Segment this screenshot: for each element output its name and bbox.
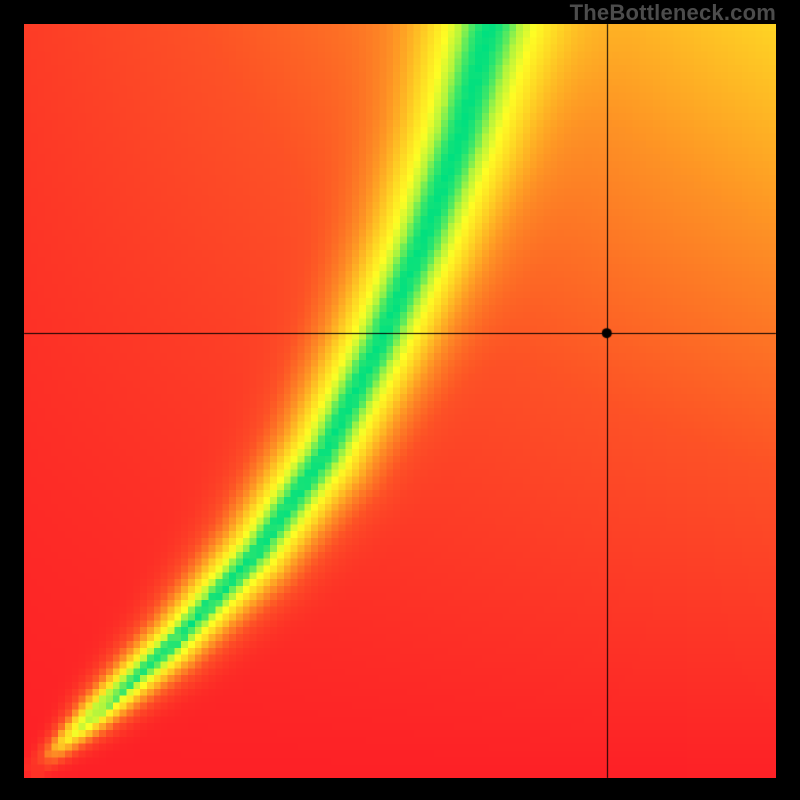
crosshair-overlay [0, 0, 800, 800]
watermark-text: TheBottleneck.com [570, 0, 776, 26]
chart-container: TheBottleneck.com [0, 0, 800, 800]
